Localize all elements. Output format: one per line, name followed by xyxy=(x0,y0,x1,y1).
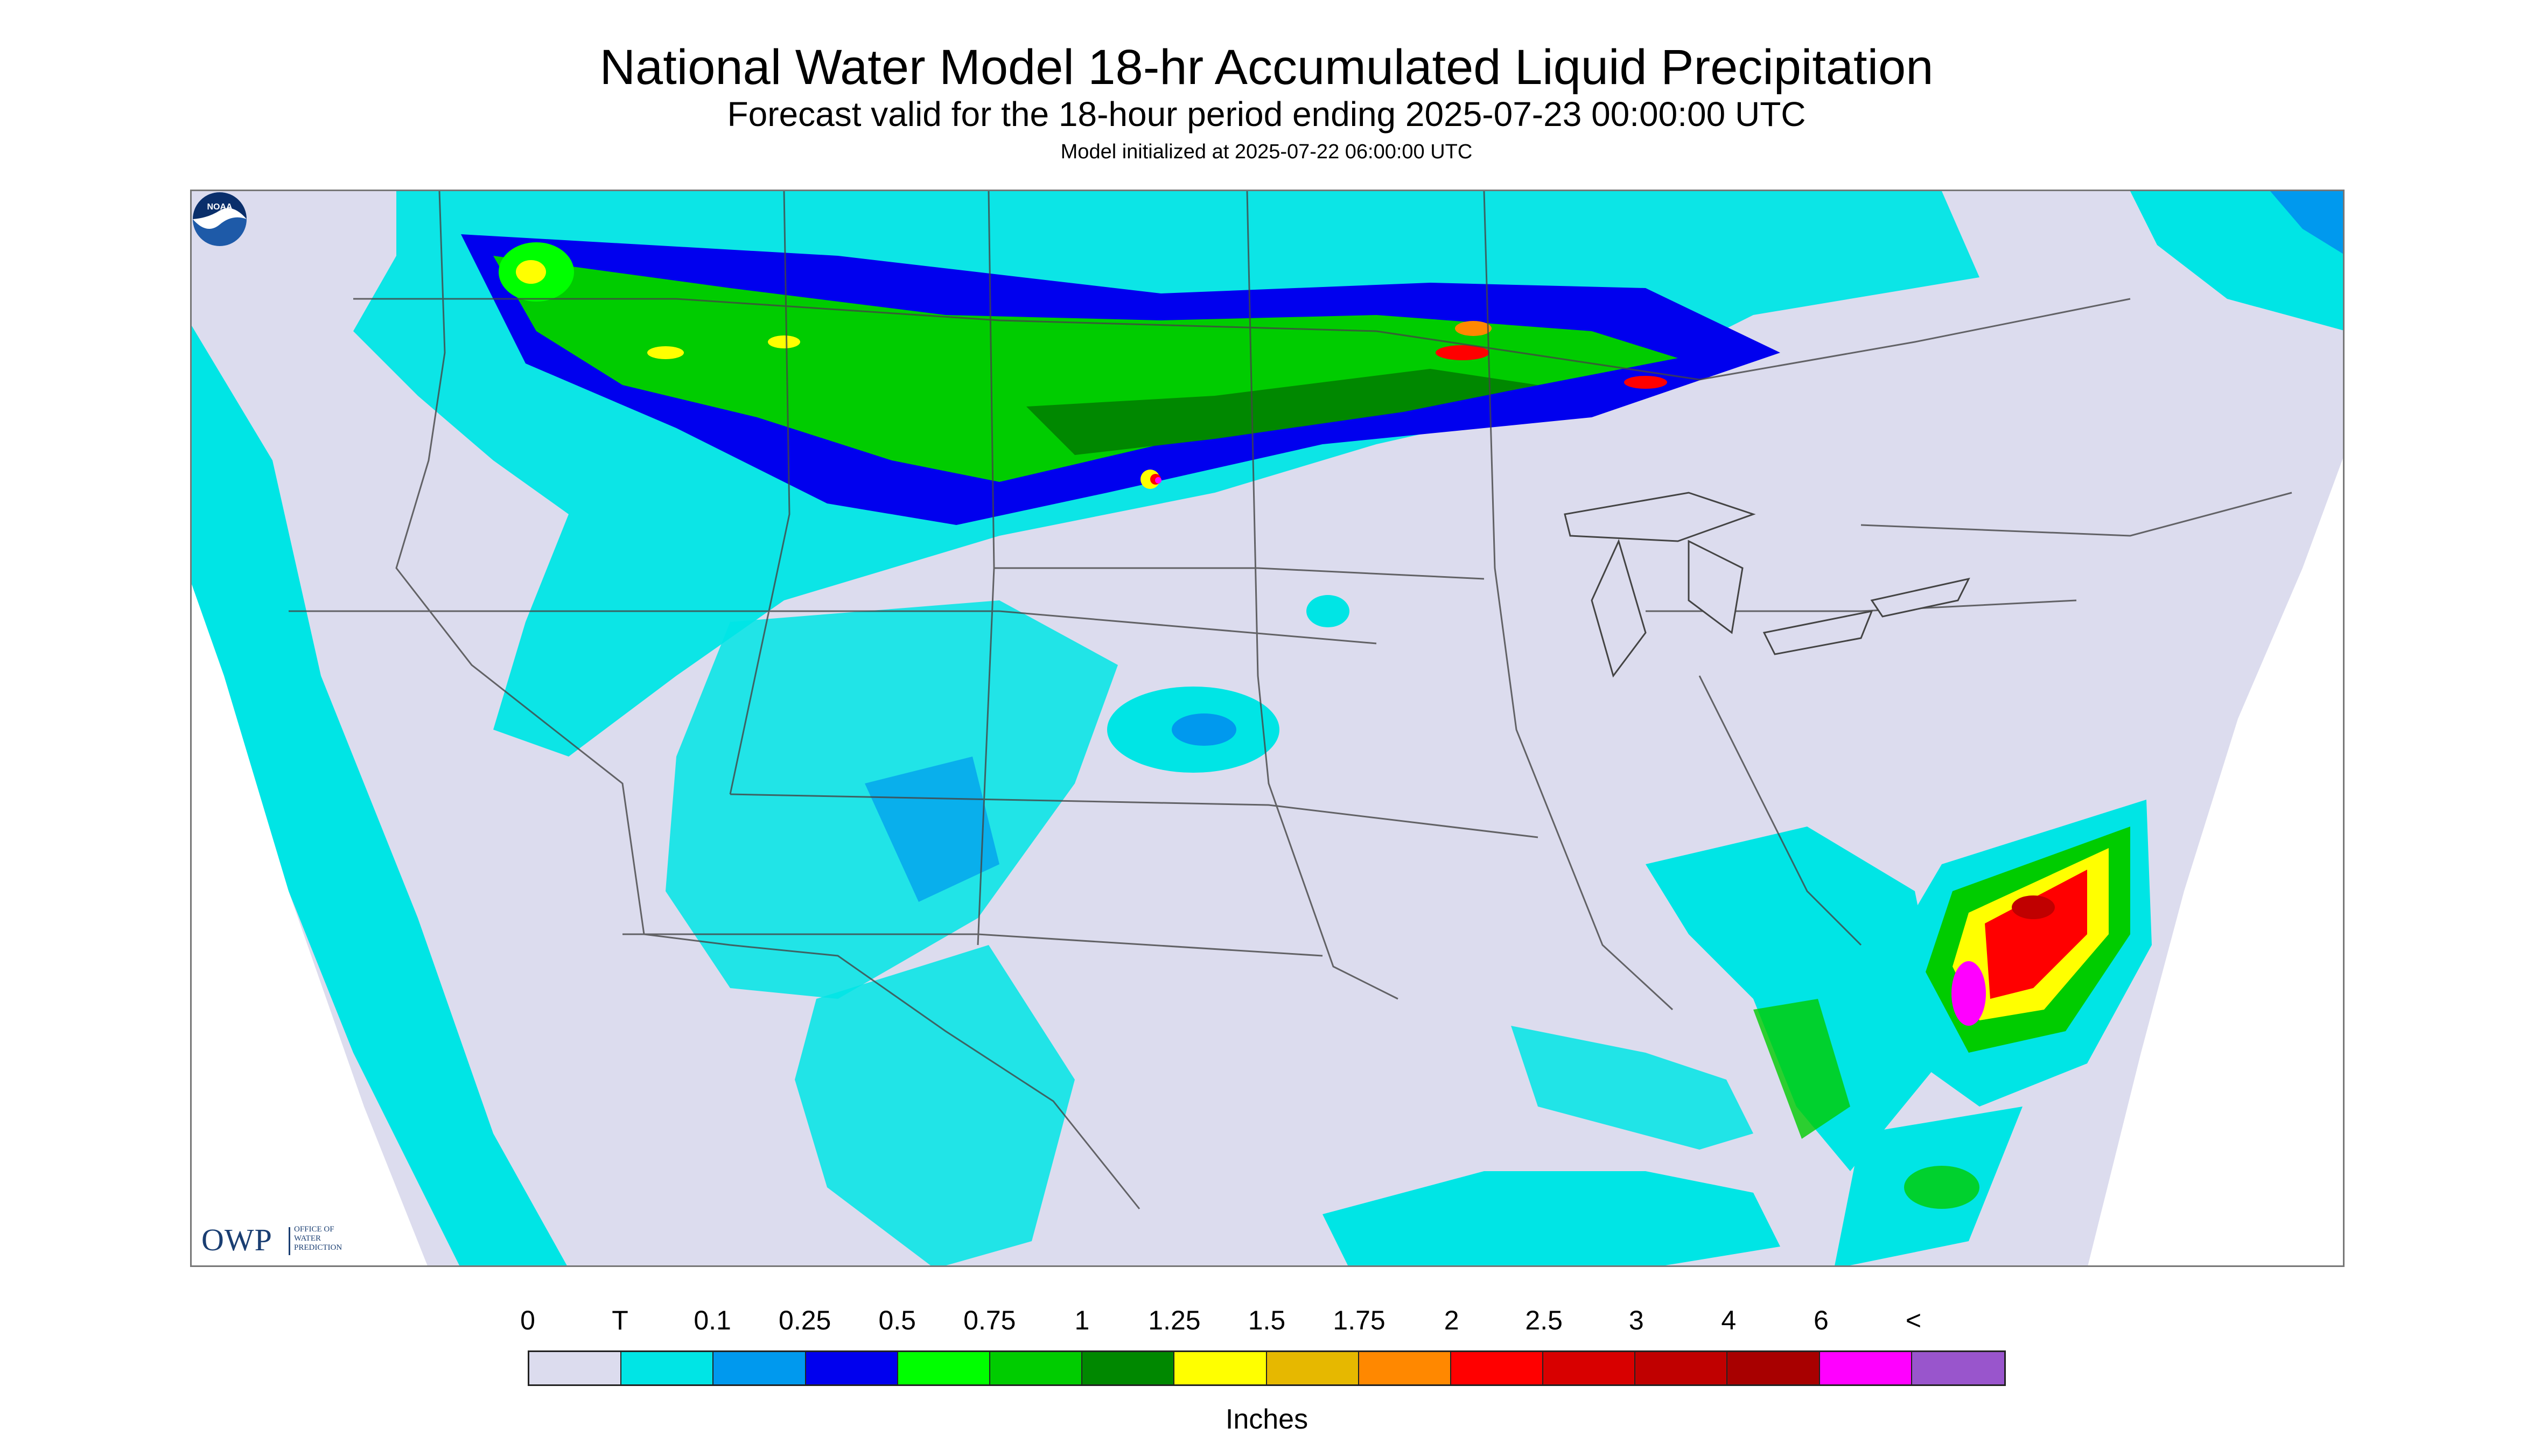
legend-tick-2: 0.1 xyxy=(694,1305,731,1335)
legend-tick-15: < xyxy=(1905,1305,1922,1335)
owp-separator xyxy=(289,1227,290,1255)
legend-swatch-0 xyxy=(529,1352,622,1384)
legend-swatch-11 xyxy=(1543,1352,1636,1384)
model-init-time: Model initialized at 2025-07-22 06:00:00… xyxy=(1060,141,1473,163)
legend-tick-11: 2.5 xyxy=(1525,1305,1563,1335)
legend-tick-10: 2 xyxy=(1444,1305,1459,1335)
legend-tick-14: 6 xyxy=(1813,1305,1829,1335)
legend-swatch-4 xyxy=(898,1352,990,1384)
precipitation-legend: 0 T 0.1 0.25 0.5 0.75 1 1.25 1.5 1.75 2 2.5 3 4 6 < Inc… xyxy=(520,1305,2009,1456)
legend-swatch-3 xyxy=(806,1352,898,1384)
owp-text-line-1: OFFICE OF xyxy=(294,1225,334,1234)
legend-tick-6: 1 xyxy=(1074,1305,1090,1335)
noaa-label: NOAA xyxy=(207,202,233,212)
legend-swatch-10 xyxy=(1451,1352,1544,1384)
legend-swatch-6 xyxy=(1082,1352,1175,1384)
legend-swatch-15 xyxy=(1912,1352,2004,1384)
legend-units: Inches xyxy=(1225,1404,1309,1435)
precipitation-map: OWP OFFICE OF WATER PREDICTION NOAA xyxy=(190,190,2345,1267)
legend-tick-0: 0 xyxy=(520,1305,535,1335)
map-canvas xyxy=(192,191,2343,1265)
legend-swatch-8 xyxy=(1266,1352,1359,1384)
legend-tick-4: 0.5 xyxy=(878,1305,916,1335)
legend-tick-12: 3 xyxy=(1628,1305,1644,1335)
owp-mark: OWP xyxy=(201,1222,272,1257)
owp-logo: OWP OFFICE OF WATER PREDICTION xyxy=(201,1223,374,1257)
legend-swatch-7 xyxy=(1174,1352,1267,1384)
legend-tick-5: 0.75 xyxy=(963,1305,1016,1335)
legend-tick-1: T xyxy=(612,1305,628,1335)
legend-swatch-1 xyxy=(621,1352,714,1384)
owp-text: OFFICE OF WATER PREDICTION xyxy=(294,1225,369,1252)
legend-color-bar xyxy=(528,1350,2006,1386)
map-subtitle: Forecast valid for the 18-hour period en… xyxy=(727,95,1806,134)
legend-tick-7: 1.25 xyxy=(1148,1305,1201,1335)
legend-tick-8: 1.5 xyxy=(1248,1305,1286,1335)
owp-text-line-3: PREDICTION xyxy=(294,1243,342,1252)
legend-swatch-5 xyxy=(990,1352,1083,1384)
legend-swatch-2 xyxy=(713,1352,806,1384)
legend-tick-9: 1.75 xyxy=(1333,1305,1386,1335)
legend-swatch-12 xyxy=(1635,1352,1728,1384)
legend-swatch-13 xyxy=(1727,1352,1820,1384)
legend-tick-3: 0.25 xyxy=(779,1305,831,1335)
legend-swatch-14 xyxy=(1820,1352,1912,1384)
legend-swatch-9 xyxy=(1359,1352,1451,1384)
noaa-logo-icon: NOAA xyxy=(193,192,247,246)
owp-text-line-2: WATER xyxy=(294,1234,321,1243)
map-title: National Water Model 18-hr Accumulated L… xyxy=(599,40,1934,95)
legend-tick-13: 4 xyxy=(1721,1305,1737,1335)
